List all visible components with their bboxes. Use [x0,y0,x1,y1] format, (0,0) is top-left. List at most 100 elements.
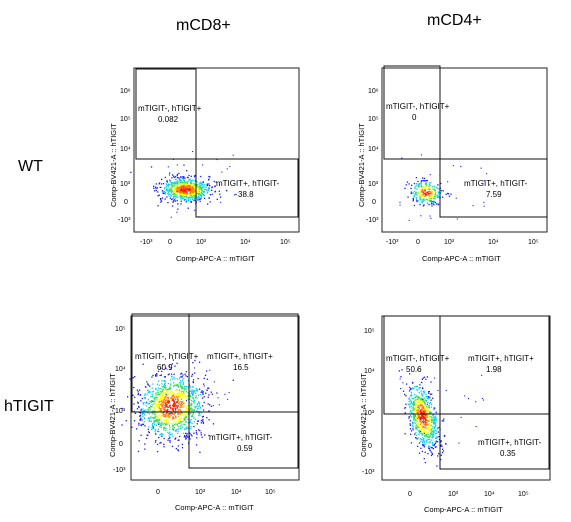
event-dot [161,392,163,394]
event-dot [428,186,430,188]
event-dot [475,401,477,403]
event-dot [433,408,435,410]
y-axis-label: Comp-BV421-A :: hTIGIT [109,123,118,207]
event-dot [429,174,431,176]
event-dot [174,365,176,367]
event-dot [208,179,210,181]
event-dot [191,196,193,199]
event-dot [427,433,430,435]
event-dot [198,402,201,404]
event-dot [423,410,425,413]
gate-value: 0.59 [237,444,253,453]
event-dot [160,432,163,435]
event-dot [186,376,188,378]
event-dot [411,388,413,390]
event-dot [185,194,187,196]
event-dot [164,416,167,418]
event-dot [199,406,202,408]
event-dot [198,197,200,199]
event-dot [428,188,431,191]
event-dot [173,397,176,399]
event-dot [218,184,220,186]
event-dot [181,414,183,416]
event-dot [142,363,144,365]
gate-q4 [439,413,550,470]
event-dot [200,197,202,199]
event-dot [427,414,429,416]
event-dot [172,359,175,361]
event-dot [234,194,236,196]
event-dot [154,408,156,410]
event-dot [181,394,183,396]
event-dot [158,421,160,424]
event-dot [433,204,435,206]
event-dot [440,189,443,192]
event-dot [148,418,150,420]
event-dot [168,418,170,420]
event-dot [455,197,457,199]
event-dot [420,194,422,197]
event-dot [211,187,213,189]
event-dot [193,409,195,412]
event-dot [205,189,207,191]
event-dot [175,191,177,193]
event-dot [168,435,170,437]
event-dot [179,180,181,182]
event-dot [433,201,435,204]
event-dot [429,196,431,198]
event-dot [155,394,157,396]
event-dot [154,397,157,399]
event-dot [427,427,429,429]
event-dot [425,192,427,194]
event-dot [426,407,428,409]
event-dot [408,183,410,185]
event-dot [191,184,193,186]
event-dot [207,191,209,193]
event-dot [434,201,436,204]
event-dot [432,426,434,428]
event-dot [175,404,177,406]
event-dot [431,205,433,207]
event-dot [430,202,432,204]
event-dot [190,425,192,428]
event-dot [160,424,163,427]
event-dot [425,198,428,200]
event-dot [428,396,430,398]
event-dot [224,393,226,395]
event-dot [426,433,428,436]
event-dot [433,418,435,420]
event-dot [180,196,182,198]
event-dot [170,414,172,417]
event-dot [162,408,164,410]
event-dot [177,439,179,441]
event-dot [178,191,181,194]
event-dot [193,421,195,423]
event-dot [425,185,427,187]
event-dot [405,184,407,186]
event-dot [412,407,414,409]
event-dot [419,203,421,206]
event-dot [154,406,156,409]
event-dot [175,430,177,433]
event-dot [179,196,181,198]
event-dot [179,413,181,415]
event-dot [184,396,186,398]
event-dot [165,403,167,406]
event-dot [424,402,426,404]
event-dot [423,193,425,195]
event-dot [170,194,172,196]
event-dot [425,194,427,196]
event-dot [169,440,171,442]
event-dot [178,418,180,420]
event-dot [155,392,157,394]
event-dot [181,395,184,397]
event-dot [433,195,435,198]
event-dot [437,431,439,433]
event-dot [145,402,147,404]
event-dot [178,377,181,379]
event-dot [186,193,188,195]
event-dot [413,204,416,207]
event-dot [428,422,431,424]
event-dot [189,191,192,194]
event-dot [172,403,175,406]
